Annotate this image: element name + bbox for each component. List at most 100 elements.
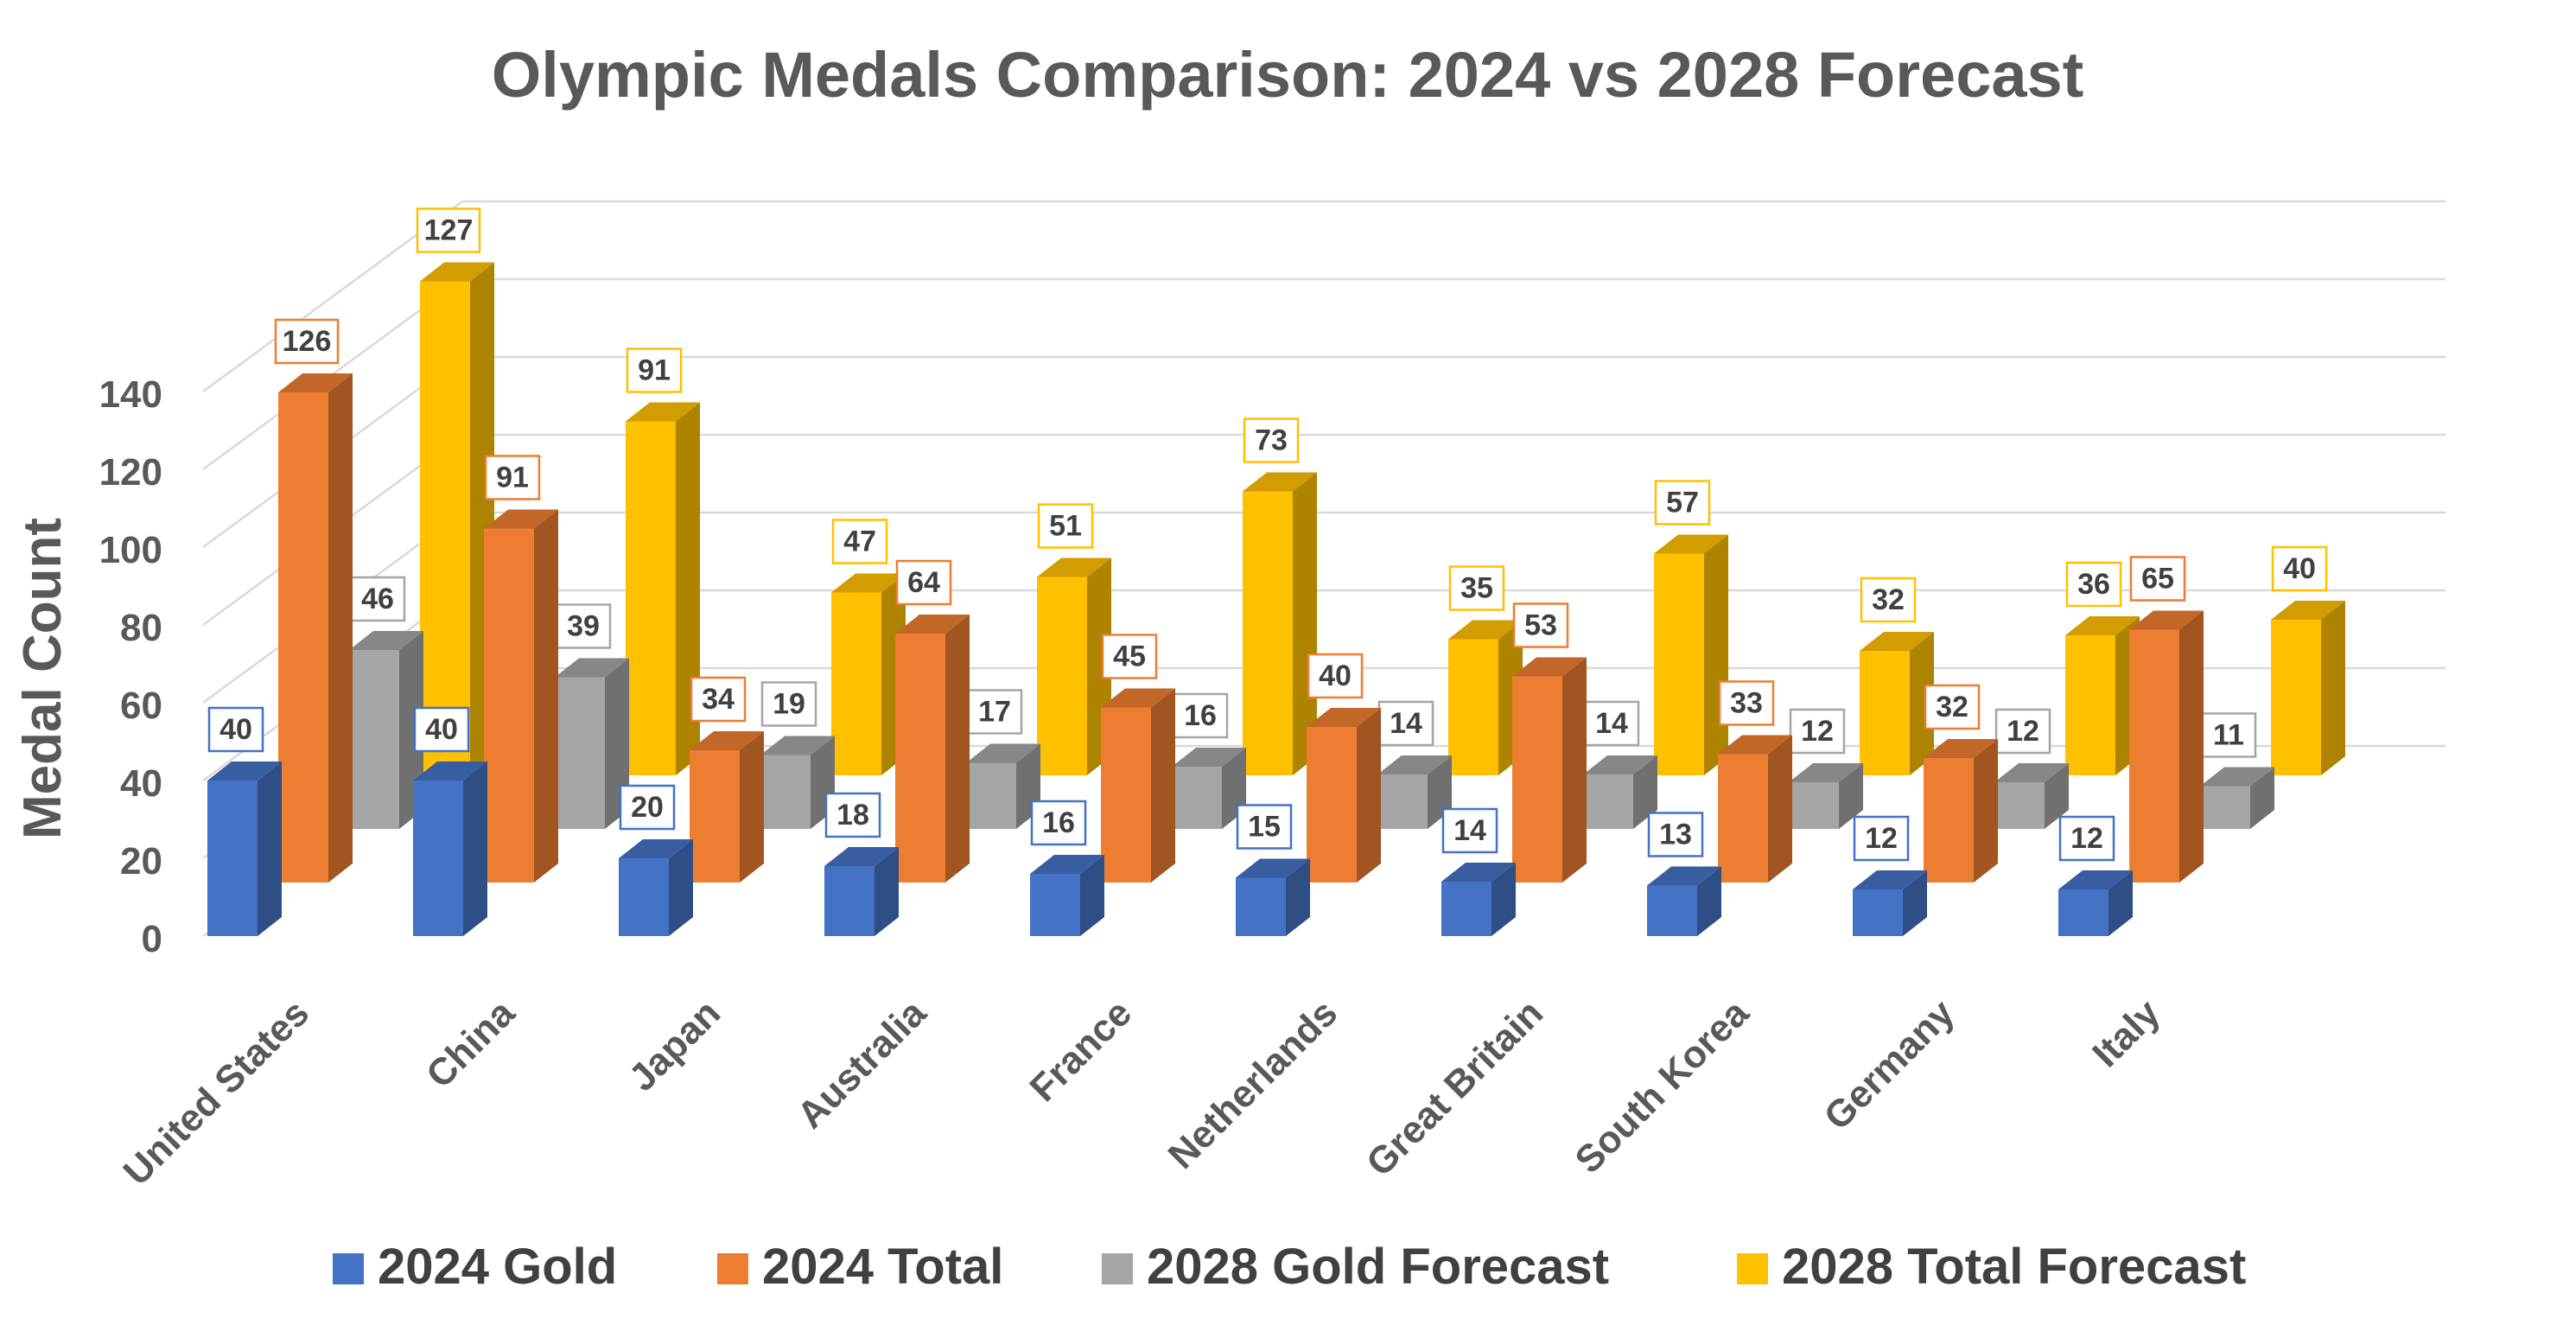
data-label-box — [207, 706, 264, 753]
bar-side — [945, 615, 970, 882]
data-label-text: 20 — [631, 791, 664, 824]
bar-2024-gold-netherlands — [1236, 858, 1310, 936]
x-tick-label: Japan — [620, 991, 728, 1099]
bar-top — [207, 761, 282, 780]
data-label: 32 — [1924, 684, 1981, 730]
y-tick-label: 80 — [120, 607, 162, 649]
bar-2028-gold-forecast-netherlands — [1377, 755, 1452, 829]
data-label: 39 — [555, 603, 612, 649]
data-label-box — [274, 318, 340, 365]
data-label: 32 — [1860, 577, 1917, 623]
data-label-box — [2271, 545, 2328, 592]
bar-2024-gold-great-britain — [1441, 863, 1516, 936]
bar-2024-gold-united-states — [207, 761, 282, 936]
bar-side — [669, 839, 693, 936]
data-label-box — [2129, 556, 2186, 602]
data-label-box — [1307, 653, 1364, 699]
data-label-box — [690, 676, 747, 723]
bar-side — [1974, 739, 1998, 882]
bar-top — [555, 658, 629, 678]
bar-top — [349, 631, 423, 650]
bar-side — [740, 731, 764, 882]
data-label-box — [895, 559, 952, 606]
legend-item-2024-total: 2024 Total — [717, 1239, 1003, 1295]
bar-top — [1441, 863, 1516, 882]
data-label: 14 — [1377, 700, 1434, 747]
data-label: 13 — [1647, 812, 1704, 857]
bar-side — [1293, 472, 1317, 775]
data-label-text: 14 — [1453, 814, 1486, 847]
bar-side — [2045, 763, 2069, 829]
data-label-box — [413, 706, 470, 753]
bar-2028-total-forecast-south-korea — [1860, 632, 1934, 775]
data-label-text: 47 — [843, 526, 876, 558]
bar-side — [2179, 610, 2204, 882]
bar-2028-total-forecast-united-states — [420, 262, 494, 775]
x-tick-label: Australia — [789, 991, 934, 1137]
bar-side — [534, 509, 558, 882]
data-label-box — [1377, 700, 1434, 747]
bar-front — [626, 421, 676, 775]
bar-front — [484, 528, 534, 882]
bar-side — [2250, 767, 2274, 829]
bar-side — [1357, 708, 1381, 882]
data-label-text: 64 — [907, 566, 940, 599]
legend: 2024 Gold 2024 Total 2028 Gold Forecast 202… — [333, 1239, 2246, 1295]
bar-front — [278, 392, 328, 882]
data-label-text: 127 — [424, 214, 474, 247]
data-label-box — [1512, 602, 1569, 648]
data-label: 36 — [2065, 561, 2122, 608]
bar-top — [1860, 632, 1934, 651]
data-label-box — [1236, 804, 1293, 850]
data-label: 47 — [831, 519, 888, 564]
bar-top — [690, 731, 764, 750]
data-label-text: 73 — [1255, 424, 1288, 457]
bar-top — [2271, 601, 2345, 620]
data-label-text: 12 — [1865, 822, 1898, 855]
y-tick-label: 120 — [99, 451, 162, 494]
data-label-text: 35 — [1460, 572, 1493, 605]
data-label: 40 — [1307, 653, 1364, 699]
data-label-text: 65 — [2141, 563, 2174, 596]
x-tick-label: United States — [116, 991, 317, 1193]
bar-2024-total-japan — [690, 731, 764, 882]
legend-label: 2028 Gold Forecast — [1147, 1239, 1609, 1295]
data-label-box — [1583, 700, 1640, 747]
bar-2028-gold-forecast-china — [555, 658, 629, 829]
legend-swatch — [1102, 1253, 1133, 1284]
data-label: 91 — [626, 347, 683, 393]
bar-2028-gold-forecast-united-states — [349, 631, 423, 829]
data-label-box — [416, 207, 481, 253]
bar-2024-total-australia — [895, 615, 970, 882]
bar-front — [895, 634, 945, 882]
data-label: 46 — [349, 576, 406, 622]
series-2024-gold — [207, 761, 2133, 936]
series-2024-total — [278, 373, 2204, 882]
data-label-box — [1647, 812, 1704, 857]
y-tick-label: 100 — [99, 529, 162, 571]
legend-label: 2028 Total Forecast — [1782, 1239, 2246, 1295]
bar-top — [420, 262, 494, 282]
bar-2028-total-forecast-netherlands — [1448, 620, 1523, 775]
data-label-box — [831, 519, 888, 564]
data-label-text: 40 — [2283, 552, 2316, 585]
bar-top — [484, 509, 558, 529]
bar-front — [619, 858, 669, 936]
bar-top — [1101, 688, 1175, 708]
bar-front — [966, 762, 1016, 829]
data-label: 40 — [207, 706, 264, 753]
bar-2028-gold-forecast-italy — [2200, 767, 2274, 829]
bar-2028-gold-forecast-japan — [760, 736, 835, 829]
bar-side — [1562, 657, 1587, 882]
data-label-text: 12 — [2007, 715, 2039, 748]
data-label-text: 14 — [1595, 707, 1628, 740]
bar-front — [2058, 889, 2109, 936]
bar-top — [1654, 534, 1728, 554]
y-tick-label: 140 — [99, 373, 162, 416]
data-label-text: 126 — [283, 325, 332, 358]
bar-top — [1172, 748, 1246, 767]
bar-side — [2109, 870, 2133, 936]
data-label: 57 — [1654, 480, 1711, 526]
bar-front — [555, 677, 605, 829]
bar-front — [1030, 874, 1080, 936]
